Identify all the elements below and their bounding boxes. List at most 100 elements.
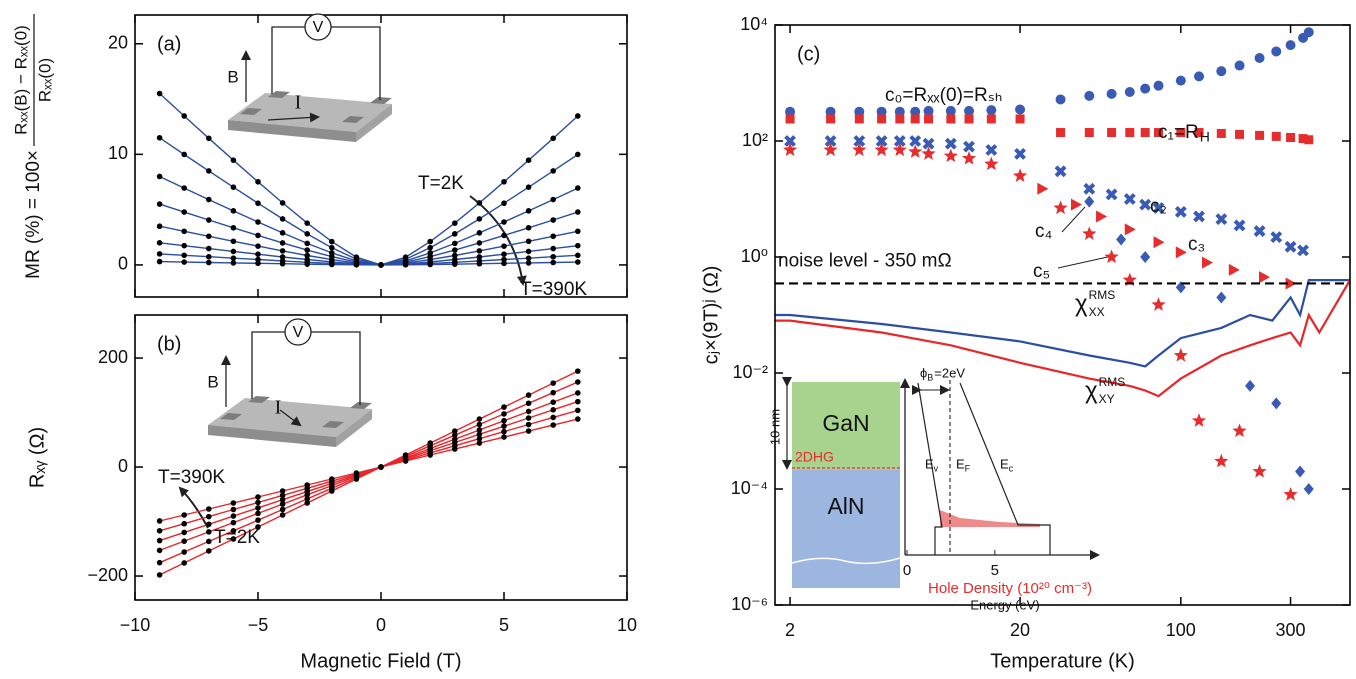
data-point bbox=[279, 512, 286, 518]
marker bbox=[1140, 128, 1150, 138]
voltmeter bbox=[284, 318, 312, 346]
data-point bbox=[255, 251, 261, 258]
gan-layer bbox=[792, 382, 900, 470]
marker bbox=[1083, 182, 1096, 195]
conduction-band bbox=[959, 382, 1051, 555]
data-point bbox=[230, 536, 237, 542]
data-point bbox=[156, 527, 163, 534]
data-point bbox=[206, 168, 212, 174]
marker bbox=[1175, 246, 1187, 259]
y-tick-label: 10 bbox=[108, 143, 128, 163]
series-line bbox=[159, 137, 579, 266]
marker bbox=[1124, 223, 1136, 236]
marker bbox=[1216, 291, 1227, 304]
data-point bbox=[501, 260, 507, 267]
data-point bbox=[304, 220, 311, 226]
data-point bbox=[525, 184, 532, 190]
current-label: I bbox=[275, 397, 282, 419]
marker bbox=[1259, 271, 1271, 284]
data-point bbox=[427, 452, 434, 458]
marker bbox=[1297, 244, 1309, 257]
y-tick-label: 0 bbox=[118, 456, 128, 476]
data-point bbox=[181, 512, 187, 518]
marker bbox=[1193, 210, 1205, 223]
series-label-sub: H bbox=[1200, 129, 1210, 145]
wire bbox=[271, 26, 305, 94]
y-tick-label: 10⁰ bbox=[741, 246, 768, 266]
field-label: B bbox=[207, 372, 218, 391]
marker bbox=[1015, 104, 1026, 115]
marker bbox=[1298, 134, 1308, 144]
marker bbox=[894, 106, 905, 117]
data-point bbox=[156, 240, 163, 246]
marker bbox=[1176, 128, 1186, 138]
marker bbox=[1271, 131, 1281, 141]
y-tick-label: 10⁻⁶ bbox=[731, 594, 768, 614]
series-label-sub: XX bbox=[1089, 305, 1105, 319]
layer-label: GaN bbox=[822, 410, 869, 436]
inset-density-label: Hole Density (10²⁰ cm⁻³) bbox=[928, 580, 1092, 597]
data-point bbox=[550, 259, 556, 266]
data-point bbox=[206, 135, 212, 142]
data-point bbox=[206, 529, 212, 535]
data-point bbox=[279, 254, 286, 260]
data-point bbox=[550, 407, 556, 413]
x-tick-label: −10 bbox=[120, 615, 151, 635]
x-tick-label: 0 bbox=[376, 615, 386, 635]
marker bbox=[1154, 128, 1164, 138]
marker bbox=[893, 135, 906, 147]
data-point bbox=[255, 524, 261, 530]
data-point bbox=[575, 242, 581, 249]
data-point bbox=[255, 232, 261, 239]
data-point bbox=[452, 247, 458, 253]
marker bbox=[1070, 198, 1082, 211]
data-point bbox=[575, 151, 581, 158]
data-point bbox=[575, 407, 581, 414]
marker bbox=[1105, 188, 1118, 201]
data-point bbox=[255, 494, 261, 500]
marker bbox=[852, 142, 867, 157]
sample-side bbox=[228, 120, 356, 142]
current-label: I bbox=[295, 92, 302, 114]
data-point bbox=[279, 506, 286, 513]
marker bbox=[1116, 233, 1127, 246]
marker bbox=[1122, 272, 1137, 287]
leader-line bbox=[1061, 206, 1086, 233]
marker bbox=[854, 114, 864, 124]
data-point bbox=[206, 538, 212, 545]
x-tick-label: 20 bbox=[1010, 620, 1030, 640]
data-point bbox=[575, 113, 581, 119]
data-point bbox=[575, 390, 581, 396]
annotation: T=390K bbox=[158, 467, 225, 488]
trend-arrow bbox=[178, 486, 209, 529]
band-label: E bbox=[925, 456, 934, 471]
panel-label: (a) bbox=[157, 33, 181, 55]
marker bbox=[823, 142, 838, 157]
data-point bbox=[230, 255, 237, 261]
noise-label: noise level - 350 mΩ bbox=[778, 250, 952, 271]
contact bbox=[370, 97, 392, 104]
voltmeter bbox=[304, 13, 332, 41]
data-point bbox=[304, 482, 311, 488]
series-label-sup: RMS bbox=[1089, 288, 1116, 302]
marker bbox=[924, 114, 934, 124]
series-label: c₂ bbox=[1150, 196, 1167, 217]
marker bbox=[1245, 379, 1256, 392]
marker bbox=[1152, 202, 1165, 214]
plot-area bbox=[156, 90, 581, 268]
marker bbox=[1084, 195, 1095, 208]
plot-area bbox=[156, 368, 581, 578]
data-point bbox=[525, 408, 532, 415]
data-point bbox=[550, 168, 556, 174]
data-point bbox=[452, 240, 458, 247]
data-point bbox=[550, 217, 556, 223]
marker bbox=[1140, 83, 1151, 94]
marker bbox=[923, 105, 934, 116]
voltmeter-label: V bbox=[313, 19, 324, 36]
data-point bbox=[501, 200, 507, 207]
data-point bbox=[181, 259, 187, 265]
band-label-sub: v bbox=[934, 463, 939, 473]
data-point bbox=[550, 380, 556, 386]
marker bbox=[986, 105, 997, 116]
marker bbox=[1084, 90, 1095, 101]
